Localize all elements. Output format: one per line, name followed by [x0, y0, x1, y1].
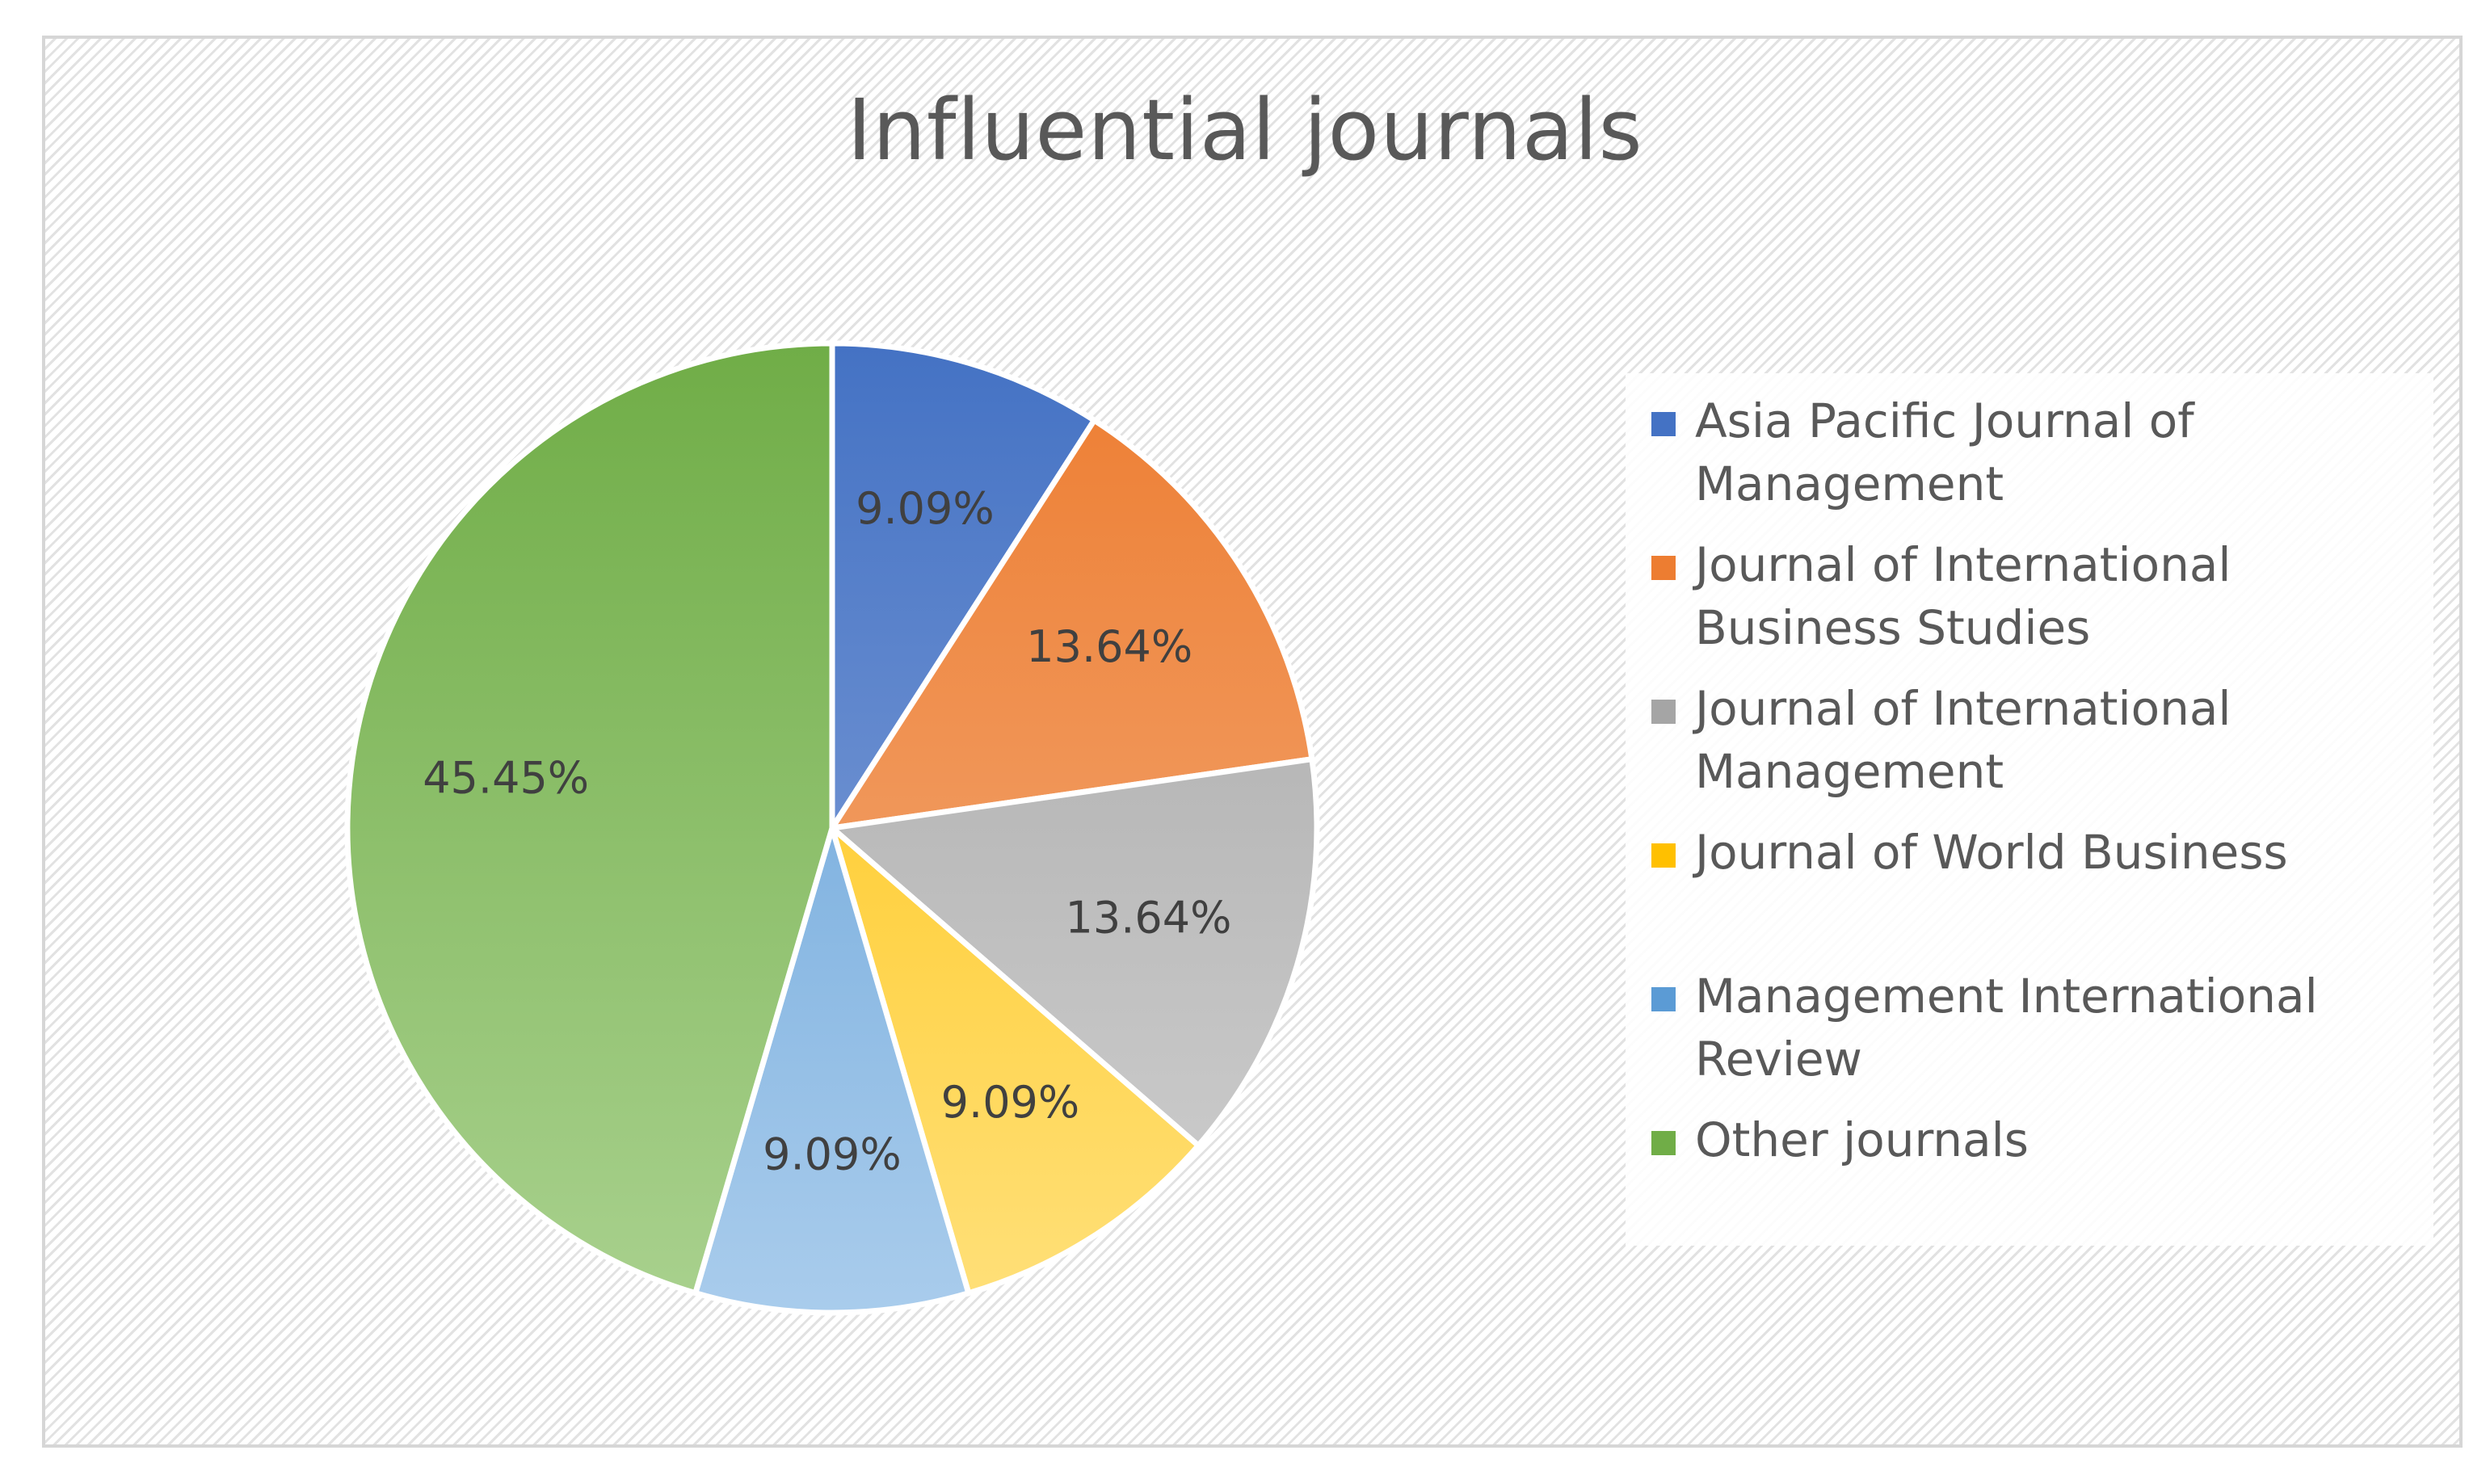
legend-label: Other journals — [1695, 1112, 2029, 1167]
data-label-asia-pacific-journal-of-management: 9.09% — [856, 483, 995, 534]
data-label-management-international-review: 9.09% — [763, 1129, 902, 1180]
legend-swatch — [1651, 987, 1676, 1011]
legend-label: Asia Pacific Journal of Management — [1695, 393, 2194, 511]
legend-label: Management International Review — [1695, 969, 2318, 1087]
legend-swatch — [1651, 843, 1676, 868]
pie-slice-asia-pacific-journal-of-management — [829, 340, 1097, 831]
legend-swatch — [1651, 556, 1676, 580]
legend-label: Journal of International Business Studie… — [1695, 537, 2231, 655]
pie-data-labels: 9.09% 13.64% 13.64% 9.09% 9.09% 45.45% — [423, 483, 1231, 1179]
legend-swatch — [1651, 700, 1676, 724]
pie-slice-journal-of-international-business-studies — [829, 417, 1315, 831]
data-label-other-journals: 45.45% — [423, 753, 589, 804]
legend-swatch — [1651, 412, 1676, 436]
data-label-journal-of-international-management: 13.64% — [1065, 893, 1231, 944]
pie-slice-journal-of-international-management — [829, 756, 1320, 1149]
legend-swatch — [1651, 1131, 1676, 1155]
pie-slices — [344, 340, 1320, 1316]
data-label-journal-of-international-business-studies: 13.64% — [1026, 621, 1192, 672]
pie-slice-other-journals — [344, 340, 835, 1297]
data-label-journal-of-world-business: 9.09% — [941, 1077, 1080, 1128]
legend-label: Journal of World Business — [1695, 825, 2288, 880]
pie-slice-management-international-review — [692, 825, 972, 1316]
pie-slice-journal-of-world-business — [829, 825, 1201, 1297]
legend: Asia Pacific Journal of Management Journ… — [1626, 373, 2433, 1246]
chart-title: Influential journals — [847, 81, 1643, 179]
legend-label: Journal of International Management — [1695, 681, 2231, 799]
